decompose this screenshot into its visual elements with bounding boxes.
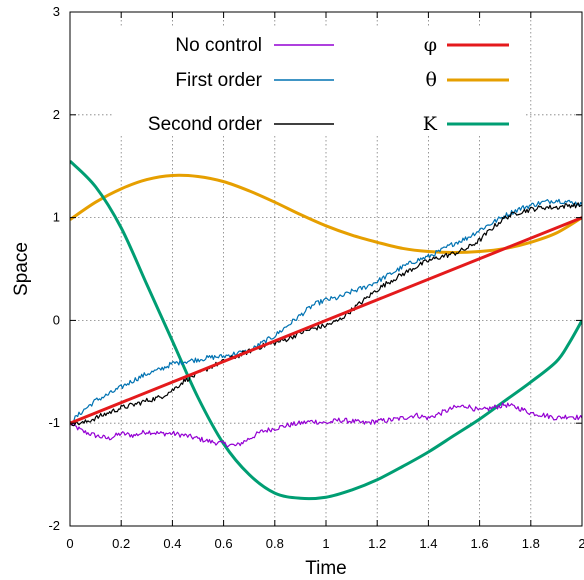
series-line-2 (70, 202, 582, 427)
series-line-1 (70, 198, 582, 425)
legend-label-2: Second order (148, 114, 263, 135)
x-tick-label: 1.2 (368, 536, 386, 551)
x-tick-label: 0.4 (163, 536, 181, 551)
series-line-3 (70, 216, 582, 425)
x-tick-label: 1 (322, 536, 329, 551)
x-tick-label: 0.6 (215, 536, 233, 551)
y-tick-label: 3 (53, 4, 60, 19)
axis-ticks: 0 0.2 0.4 0.6 0.8 1 1.2 1.4 1.6 1.8 2 -2 -1 0 1 2 3 (48, 4, 584, 551)
y-axis-label: Space (11, 242, 32, 296)
legend-label-5: K (423, 113, 438, 135)
legend-label-4: θ (426, 69, 437, 91)
x-axis-label: Time (305, 558, 347, 579)
legend-label-1: First order (175, 70, 262, 91)
series-line-4 (70, 173, 582, 255)
legend: No control First order Second order φθK (114, 26, 526, 136)
x-tick-label: 1.4 (419, 536, 437, 551)
series-line-0 (70, 402, 582, 448)
y-tick-label: 2 (53, 107, 60, 122)
legend-label-0: No control (175, 35, 262, 56)
x-tick-label: 2 (578, 536, 584, 551)
y-tick-label: 0 (53, 312, 60, 327)
x-tick-label: 0.2 (112, 536, 130, 551)
y-tick-label: -2 (48, 518, 60, 533)
x-tick-label: 1.6 (471, 536, 489, 551)
x-tick-label: 0 (66, 536, 73, 551)
series-line-5 (70, 159, 582, 501)
y-tick-label: -1 (48, 415, 60, 430)
plot-area (70, 159, 582, 501)
y-tick-label: 1 (53, 210, 60, 225)
x-tick-label: 1.8 (522, 536, 540, 551)
legend-label-3: φ (424, 34, 437, 56)
x-tick-label: 0.8 (266, 536, 284, 551)
